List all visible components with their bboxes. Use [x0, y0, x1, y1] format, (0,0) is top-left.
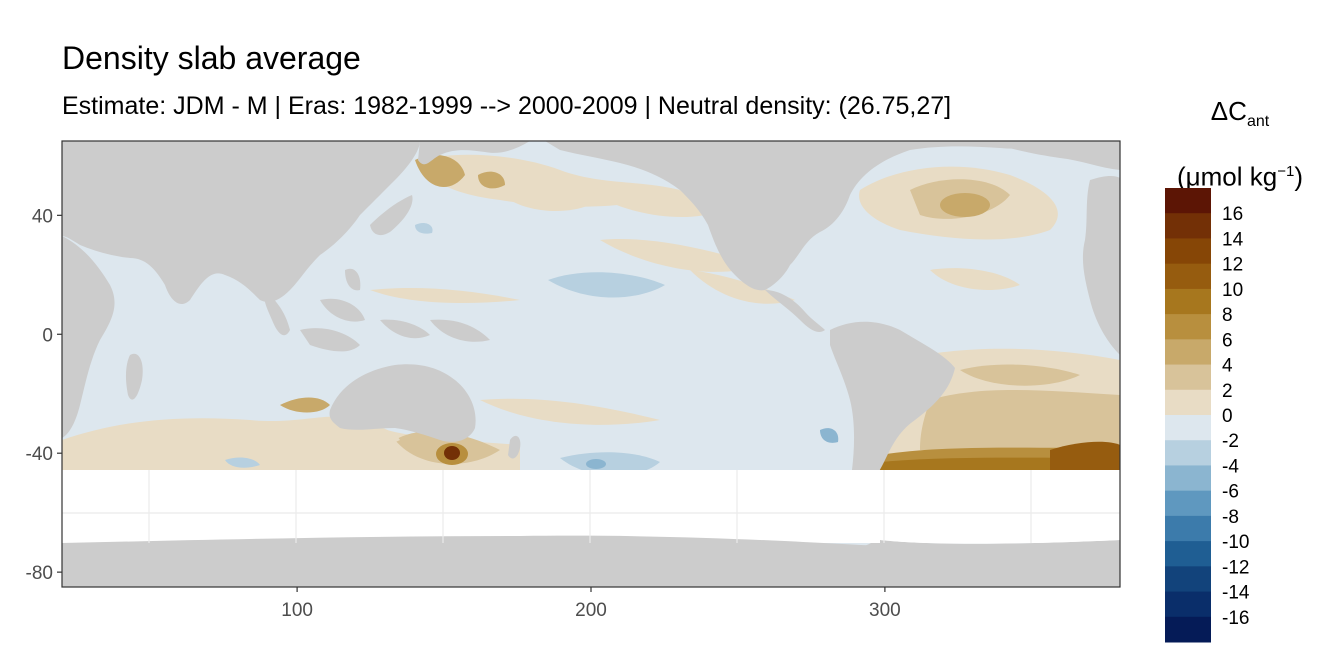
legend-swatch: [1165, 541, 1211, 567]
legend-swatch: [1165, 364, 1211, 391]
legend-swatch: [1165, 314, 1211, 340]
legend-label: -2: [1222, 431, 1239, 452]
legend-label: 16: [1222, 204, 1243, 225]
legend-swatch: [1165, 465, 1211, 492]
legend-unit: (μmol kg: [1177, 161, 1278, 192]
legend-label: 4: [1222, 356, 1233, 377]
legend-label: -10: [1222, 532, 1249, 553]
chart-subtitle: Estimate: JDM - M | Eras: 1982-1999 --> …: [62, 92, 952, 120]
legend-label: 14: [1222, 229, 1244, 250]
legend-label: -6: [1222, 482, 1239, 503]
legend-swatch: [1165, 263, 1211, 290]
legend-title: ΔCant (μmol kg−1): [1150, 86, 1330, 202]
legend-label: 10: [1222, 280, 1243, 301]
legend-title-main: ΔC: [1210, 96, 1247, 126]
legend-swatch: [1165, 238, 1211, 265]
legend-label: -12: [1222, 557, 1249, 578]
legend-label: -16: [1222, 608, 1249, 629]
y-tick-label: -40: [26, 444, 53, 465]
y-tick-label: -80: [26, 563, 53, 584]
chart-title: Density slab average: [62, 40, 361, 76]
y-axis: 40 0 -40 -80: [26, 206, 62, 584]
legend-label: -4: [1222, 456, 1239, 477]
legend-swatch: [1165, 339, 1211, 366]
map-panel: [62, 141, 1120, 587]
y-tick-label: 40: [32, 206, 53, 227]
legend-unit-exponent: −1: [1277, 163, 1295, 181]
grid-lines: [62, 470, 1120, 543]
legend-label: 8: [1222, 305, 1233, 326]
legend-swatch: [1165, 389, 1211, 416]
legend-colorbar: 16 14 12 10 8 6 4 2 0 -2 -4 -6 -8 -10 -12 -14 -16: [1165, 188, 1250, 643]
legend-swatch: [1165, 515, 1211, 542]
legend-label: -14: [1222, 583, 1250, 604]
x-tick-label: 200: [575, 600, 607, 621]
legend-label: -8: [1222, 507, 1239, 528]
legend-label: 6: [1222, 330, 1233, 351]
x-tick-label: 100: [281, 600, 313, 621]
legend-swatch: [1165, 490, 1211, 517]
legend-unit-close: ): [1294, 161, 1303, 192]
legend-title-subscript: ant: [1246, 113, 1270, 131]
y-tick-label: 0: [42, 325, 53, 346]
x-tick-label: 300: [869, 600, 901, 621]
legend-label: 0: [1222, 406, 1233, 427]
legend-swatch: [1165, 440, 1211, 466]
legend-label: 2: [1222, 381, 1233, 402]
legend-label: 12: [1222, 255, 1243, 276]
legend-swatch: [1165, 616, 1211, 643]
legend-swatch: [1165, 415, 1211, 441]
legend-swatch: [1165, 591, 1211, 618]
x-axis: 100 200 300: [281, 587, 901, 621]
legend-swatch: [1165, 213, 1211, 239]
legend-swatch: [1165, 566, 1211, 593]
negative-anomalies: [175, 222, 839, 476]
legend-swatch: [1165, 288, 1211, 315]
legend-swatch: [1165, 188, 1211, 214]
